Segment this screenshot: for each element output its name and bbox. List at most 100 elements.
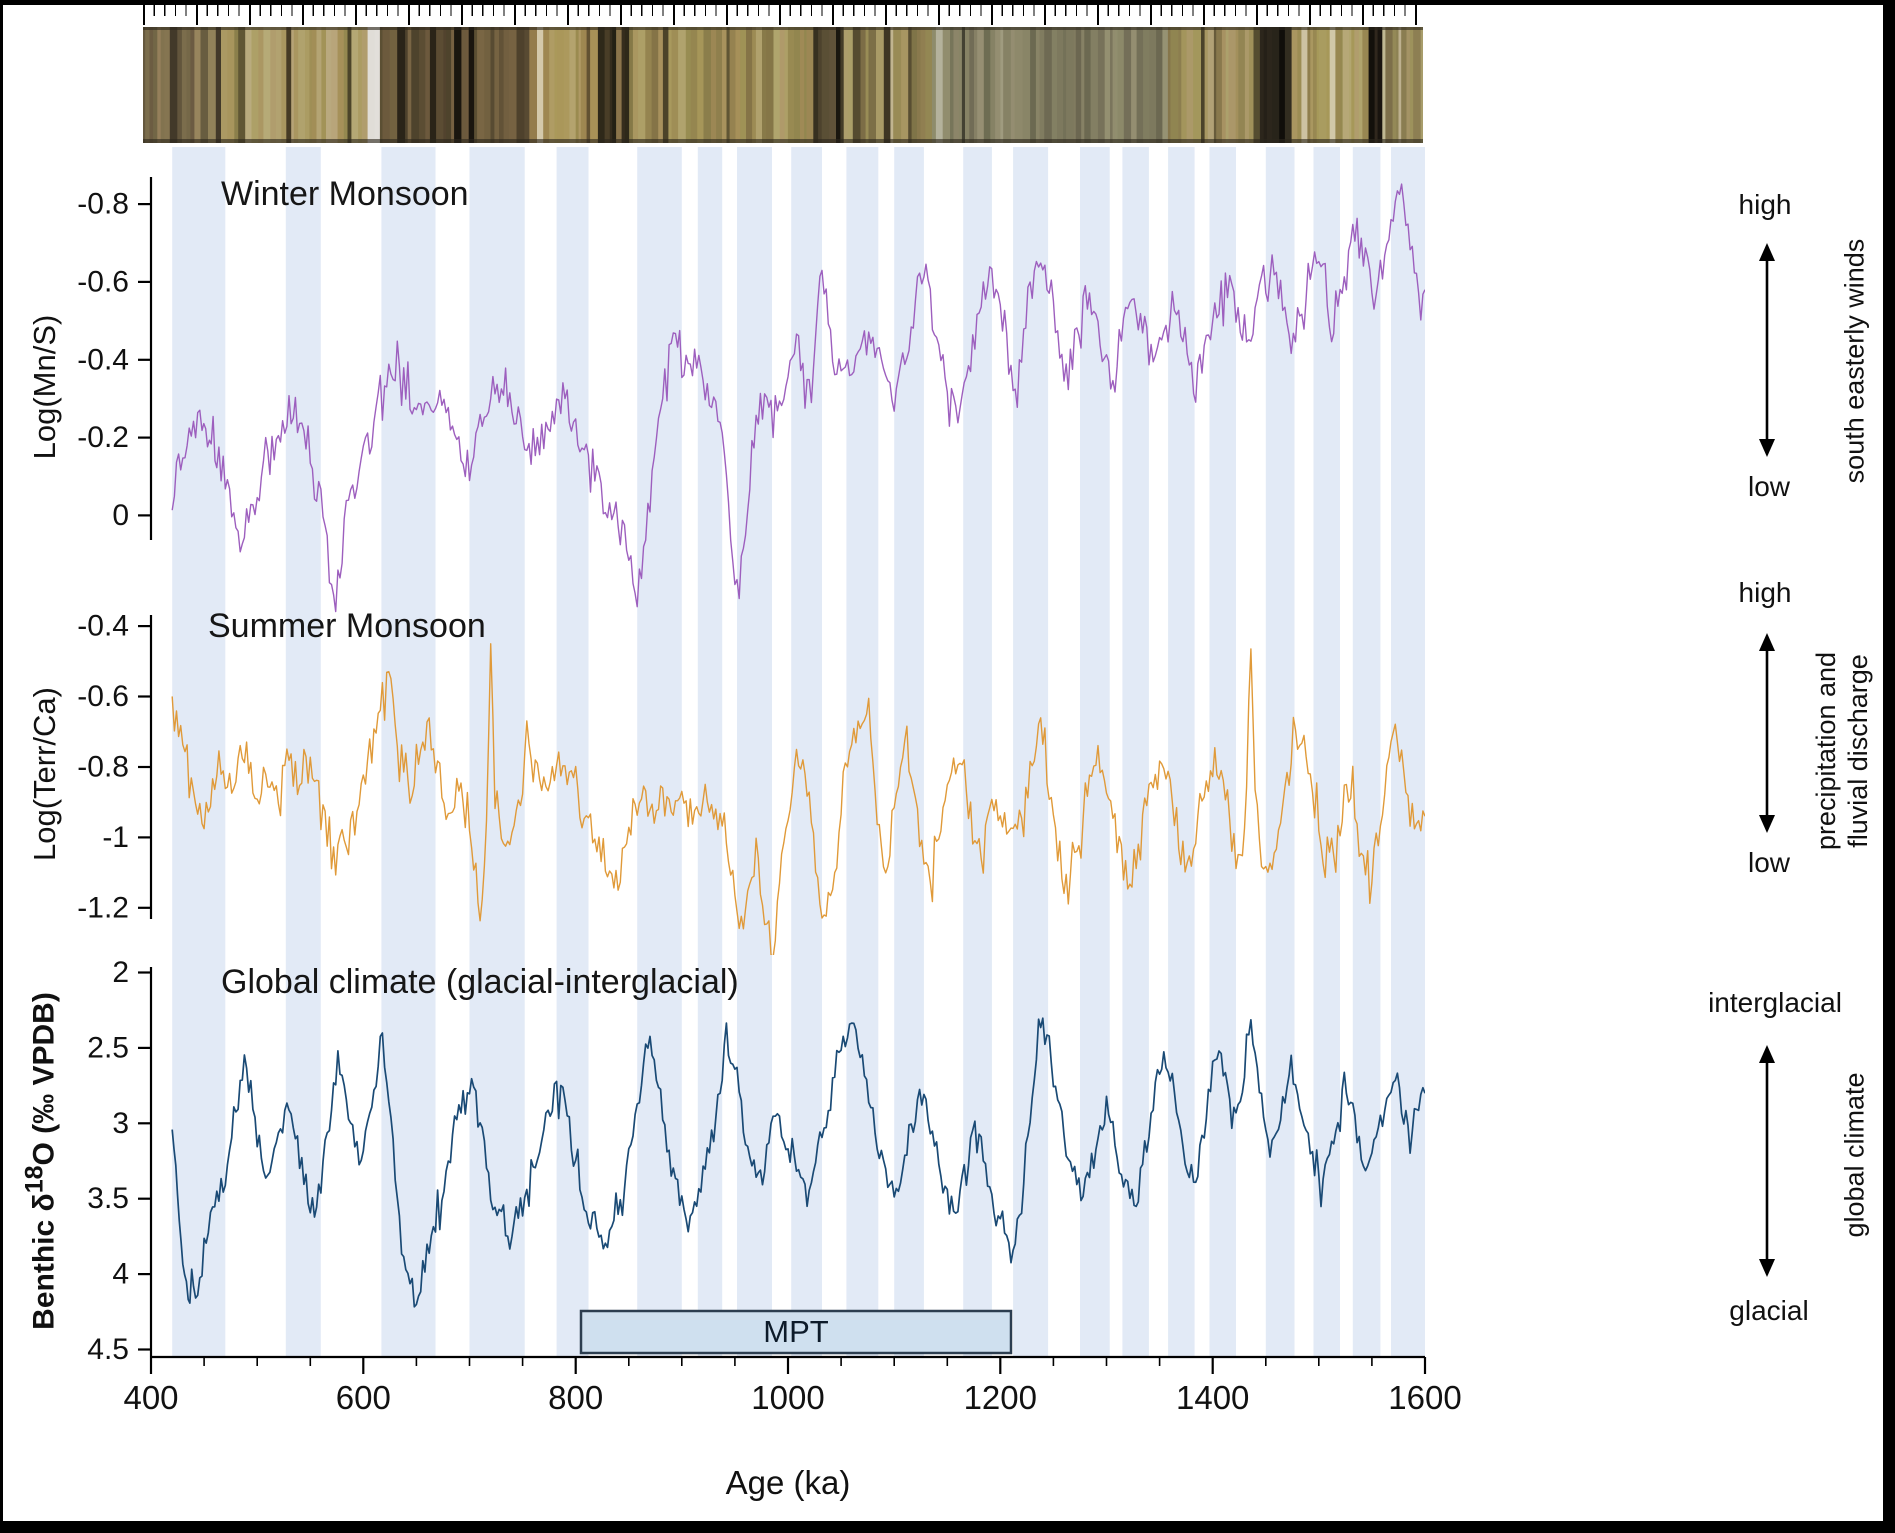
y-axis-label-benthic: Benthic δ18O (‰ VPDB) bbox=[21, 992, 62, 1330]
y-tick-label: 4 bbox=[112, 1258, 129, 1291]
x-tick-label: 1200 bbox=[964, 1379, 1037, 1416]
core-stripe bbox=[1392, 27, 1397, 143]
core-stripe bbox=[516, 27, 525, 143]
core-stripe bbox=[969, 27, 975, 143]
core-stripe bbox=[382, 27, 391, 143]
core-stripe bbox=[1035, 27, 1041, 143]
core-stripe bbox=[604, 27, 611, 143]
core-stripe bbox=[316, 27, 322, 143]
y-tick-label: 3.5 bbox=[87, 1182, 129, 1215]
interglacial-band bbox=[1391, 147, 1425, 1357]
core-stripe bbox=[351, 27, 359, 143]
interglacial-band bbox=[637, 147, 682, 1357]
core-stripe bbox=[908, 27, 913, 143]
interglacial-band bbox=[1168, 147, 1195, 1357]
core-stripe bbox=[729, 27, 737, 143]
core-stripe bbox=[238, 27, 246, 143]
core-stripe bbox=[1385, 27, 1394, 143]
core-stripe bbox=[215, 27, 222, 143]
core-stripe bbox=[468, 27, 475, 143]
core-stripe bbox=[490, 27, 496, 143]
core-stripe bbox=[804, 27, 808, 143]
core-stripe bbox=[1279, 27, 1286, 143]
interglacial-band bbox=[1313, 147, 1340, 1357]
core-stripe bbox=[583, 27, 588, 143]
core-stripe bbox=[1104, 27, 1111, 143]
summer-side-label: precipitation and fluvial discharge bbox=[1811, 652, 1875, 850]
core-stripe bbox=[1117, 27, 1125, 143]
core-stripe bbox=[890, 27, 894, 143]
benthic-label-sup: 18 bbox=[20, 1165, 49, 1194]
x-axis-title: Age (ka) bbox=[725, 1464, 851, 1501]
core-stripe bbox=[227, 27, 235, 143]
x-tick-label: 1000 bbox=[751, 1379, 824, 1416]
core-stripe bbox=[1143, 27, 1150, 143]
core-stripe bbox=[784, 27, 789, 143]
core-stripe bbox=[901, 27, 907, 143]
core-stripe bbox=[1284, 27, 1293, 143]
global-climate-series bbox=[171, 1017, 1425, 1308]
core-stripe bbox=[1253, 27, 1261, 143]
x-minor-ticks bbox=[203, 1357, 1373, 1366]
core-stripe bbox=[651, 27, 659, 143]
core-stripe bbox=[597, 27, 606, 143]
core-stripe bbox=[794, 27, 801, 143]
interglacial-band bbox=[894, 147, 924, 1357]
core-stripe bbox=[645, 27, 653, 143]
core-stripe bbox=[678, 27, 687, 143]
core-stripe bbox=[379, 27, 384, 143]
core-stripe bbox=[1316, 27, 1320, 143]
core-stripe bbox=[746, 27, 753, 143]
core-stripe bbox=[995, 27, 1001, 143]
winter-low-label: low bbox=[1747, 471, 1791, 502]
core-stripe bbox=[868, 27, 877, 143]
interglacial-band bbox=[381, 147, 436, 1357]
interglacial-band bbox=[556, 147, 589, 1357]
benthic-interglacial-label: interglacial bbox=[1708, 987, 1842, 1018]
core-stripe bbox=[1051, 27, 1058, 143]
benthic-side-label: global climate bbox=[1839, 1072, 1870, 1238]
core-stripe bbox=[1000, 27, 1004, 143]
core-stripe bbox=[503, 27, 510, 143]
core-stripe bbox=[840, 27, 845, 143]
core-stripe bbox=[374, 27, 381, 143]
core-stripe bbox=[1335, 27, 1341, 143]
core-stripe bbox=[1066, 27, 1075, 143]
core-stripe bbox=[629, 27, 634, 143]
core-stripe bbox=[1181, 27, 1188, 143]
core-stripe bbox=[836, 27, 841, 143]
core-stripe bbox=[1039, 27, 1045, 143]
core-stripe bbox=[466, 27, 470, 143]
core-stripe bbox=[883, 27, 891, 143]
core-stripe bbox=[1112, 27, 1116, 143]
core-stripe bbox=[829, 27, 837, 143]
core-stripe bbox=[668, 27, 673, 143]
core-stripe bbox=[407, 27, 412, 143]
core-stripe bbox=[563, 27, 570, 143]
core-stripe bbox=[397, 27, 406, 143]
core-stripe bbox=[343, 27, 349, 143]
core-stripe bbox=[1398, 27, 1402, 143]
core-stripe bbox=[251, 27, 259, 143]
core-stripe bbox=[263, 27, 271, 143]
core-stripe bbox=[671, 27, 679, 143]
core-stripe bbox=[1044, 27, 1053, 143]
core-stripe bbox=[1368, 27, 1376, 143]
core-stripe bbox=[1084, 27, 1092, 143]
winter-side-label: south easterly winds bbox=[1839, 238, 1870, 484]
y-tick-label: 2 bbox=[112, 956, 129, 989]
core-stripe bbox=[186, 27, 192, 143]
core-stripe bbox=[1207, 27, 1215, 143]
core-stripe bbox=[925, 27, 933, 143]
core-stripe bbox=[1362, 27, 1370, 143]
core-stripe bbox=[549, 27, 556, 143]
y-tick-label: -1.2 bbox=[77, 891, 129, 924]
y-tick-label: -0.2 bbox=[77, 421, 129, 454]
core-stripe bbox=[905, 27, 909, 143]
core-stripe bbox=[275, 27, 282, 143]
core-stripe bbox=[367, 27, 376, 143]
core-stripe bbox=[494, 27, 500, 143]
core-stripe bbox=[1396, 27, 1400, 143]
core-stripe bbox=[658, 27, 664, 143]
